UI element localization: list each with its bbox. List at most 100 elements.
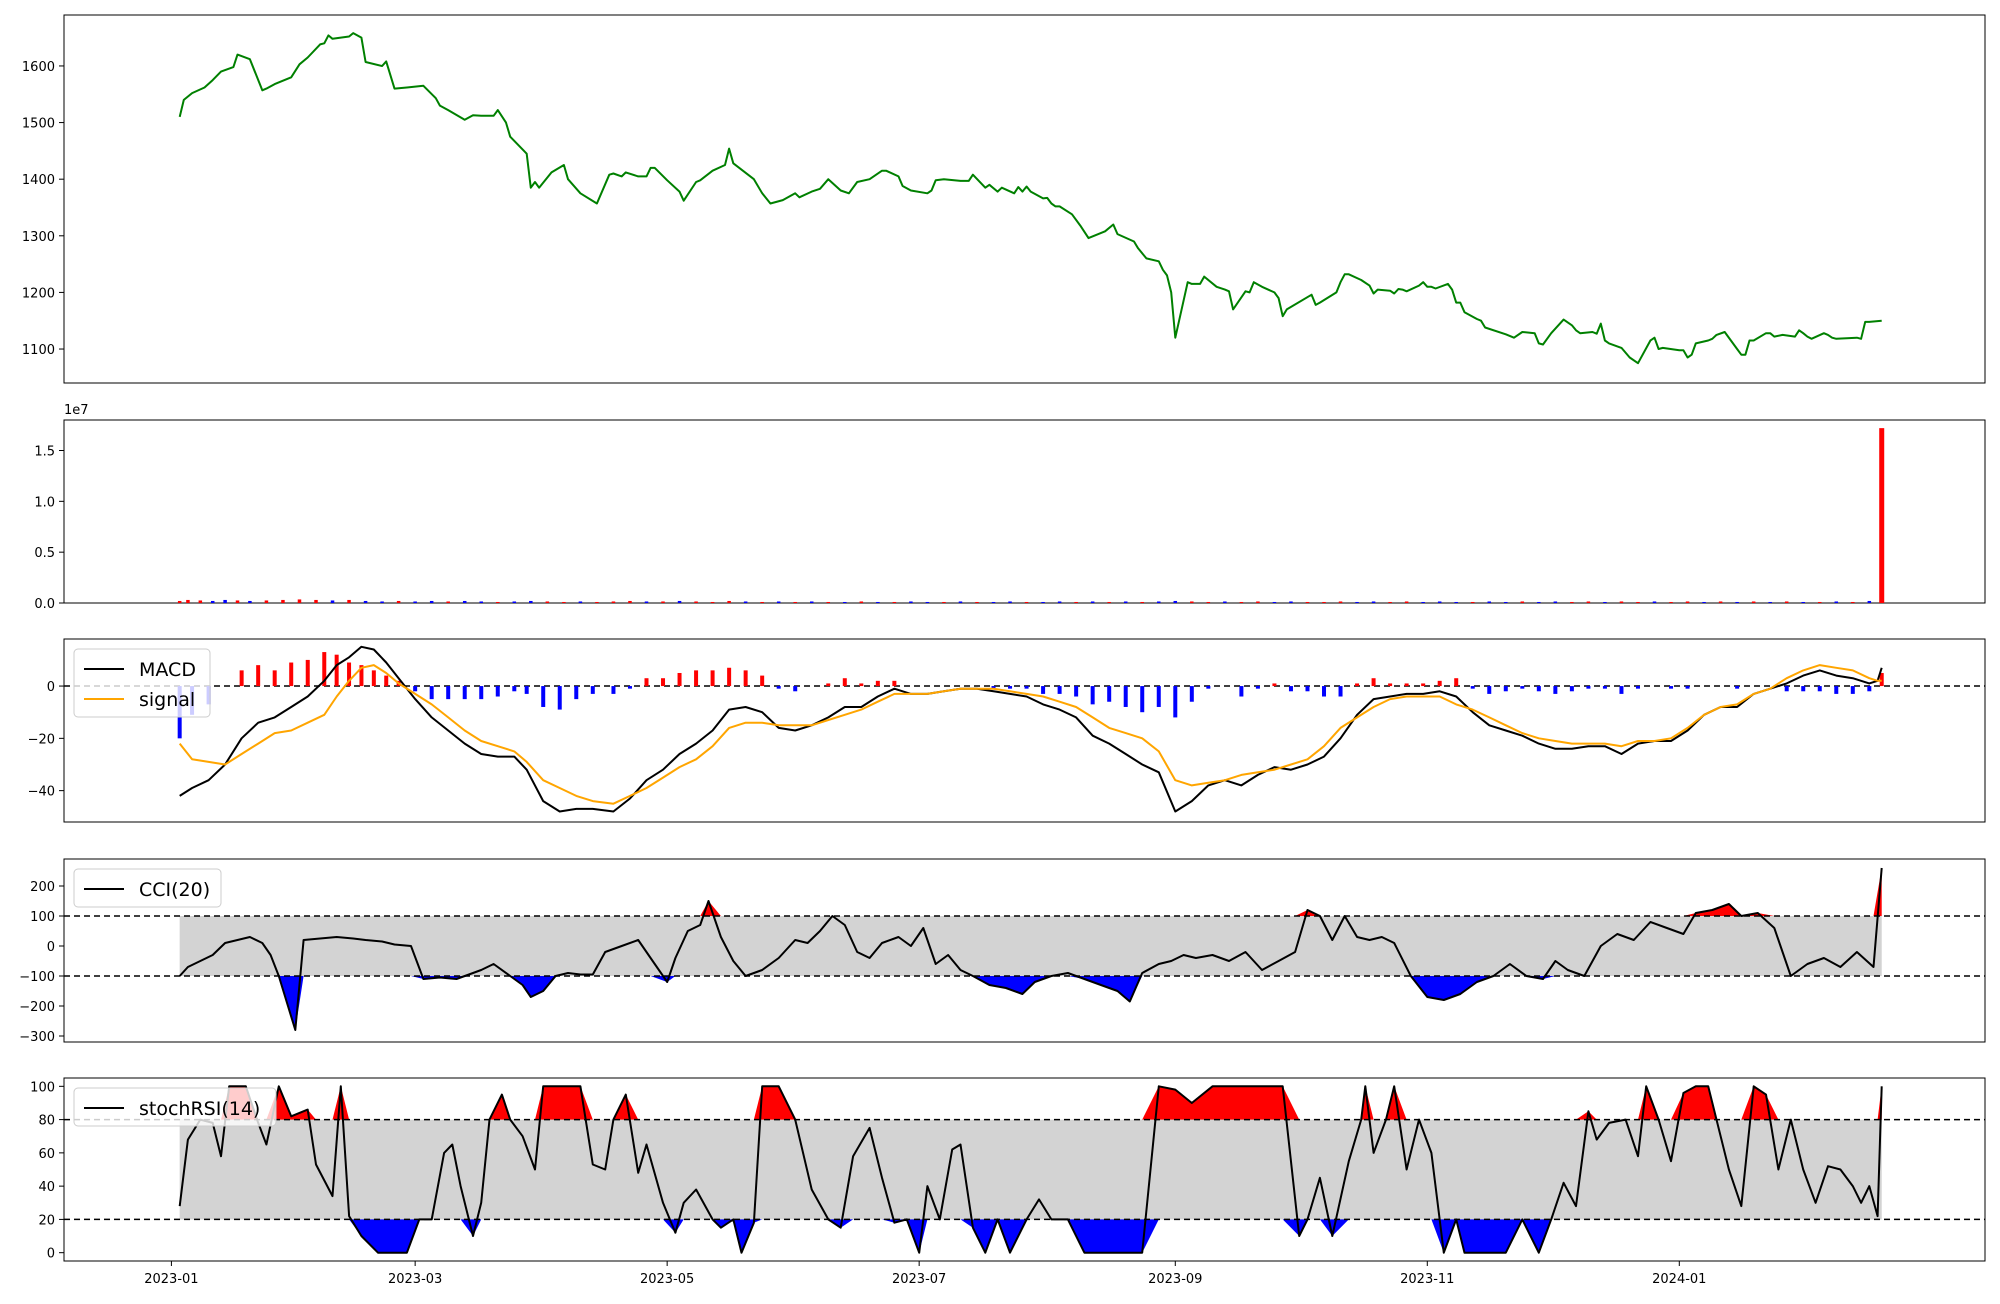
macd-histogram-bar — [1338, 686, 1343, 697]
volume-bar — [1801, 601, 1805, 603]
volume-bar — [1735, 601, 1739, 603]
volume-bar — [1404, 601, 1409, 603]
macd-histogram-bar — [892, 680, 897, 687]
volume-bar — [1851, 601, 1855, 603]
volume-bar — [512, 601, 517, 603]
volume-bar — [1553, 601, 1558, 603]
xtick-label: 2023-07 — [892, 1272, 946, 1287]
volume-bar — [223, 599, 227, 603]
volume-bar — [1487, 601, 1492, 603]
macd-histogram-bar — [1322, 686, 1327, 697]
panel-1-ytick-label: 1300 — [22, 230, 55, 245]
macd-histogram-bar — [1255, 686, 1260, 689]
macd-histogram-bar — [1090, 686, 1095, 705]
macd-histogram-bar — [1074, 686, 1079, 697]
volume-bar — [1768, 601, 1772, 603]
macd-histogram-bar — [347, 662, 352, 687]
macd-histogram-bar — [875, 680, 880, 687]
macd-histogram-bar — [1817, 686, 1822, 692]
volume-bar — [925, 601, 930, 603]
volume-bar — [710, 601, 715, 603]
macd-histogram-bar — [1024, 686, 1029, 689]
macd-histogram-bar — [1470, 686, 1475, 689]
volume-bar — [1784, 601, 1789, 603]
volume-bar — [1057, 601, 1062, 603]
macd-histogram-bar — [1206, 686, 1211, 689]
macd-histogram-bar — [1272, 683, 1277, 687]
volume-bar — [1008, 601, 1012, 603]
volume-bar — [1867, 600, 1872, 603]
macd-histogram-bar — [289, 662, 294, 687]
panel-1-ytick-label: 1500 — [22, 117, 55, 132]
volume-bar — [429, 600, 434, 603]
volume-bar — [1305, 601, 1310, 603]
macd-histogram-bar — [743, 670, 748, 687]
panel-4-ytick-label: 0 — [47, 940, 55, 955]
volume-bar — [186, 599, 190, 603]
macd-histogram-bar — [627, 686, 632, 689]
macd-histogram-bar — [371, 670, 376, 687]
macd-histogram-bar — [1850, 686, 1855, 694]
macd-histogram-bar — [1735, 686, 1740, 689]
macd-histogram-bar — [1669, 686, 1674, 689]
volume-bar — [793, 601, 797, 603]
panel-1-ytick-label: 1600 — [22, 60, 55, 75]
macd-histogram-bar — [239, 670, 244, 687]
volume-bar — [1140, 601, 1144, 603]
volume-bar — [248, 600, 252, 603]
macd-histogram-bar — [272, 670, 277, 687]
panel-3-ytick-label: 0 — [47, 680, 55, 695]
macd-histogram-bar — [793, 686, 798, 692]
volume-bar — [909, 601, 913, 603]
xtick-label: 2023-11 — [1400, 1272, 1454, 1287]
volume-bar — [760, 601, 764, 603]
macd-histogram-bar — [541, 686, 546, 707]
volume-bar — [1586, 601, 1591, 603]
volume-bar — [1652, 601, 1657, 603]
xtick-label: 2023-05 — [640, 1272, 694, 1287]
macd-histogram-bar — [495, 686, 500, 697]
macd-histogram-bar — [1008, 686, 1013, 689]
panel-5-ytick-label: 100 — [30, 1080, 55, 1095]
volume-bar — [1157, 601, 1161, 603]
volume-bar — [545, 601, 550, 603]
volume-bar — [727, 600, 731, 603]
volume-bar — [975, 601, 979, 603]
macd-histogram-bar — [1355, 683, 1360, 687]
cci-overbought-fill — [179, 868, 1882, 916]
panel-5-ytick-label: 20 — [38, 1213, 55, 1228]
cci-oversold-fill — [179, 976, 1882, 1030]
stochrsi-overbought-fill — [179, 1086, 1882, 1120]
macd-histogram-bar — [1867, 686, 1872, 692]
volume-bar — [1388, 601, 1392, 603]
volume-bar — [859, 601, 864, 603]
macd-histogram-bar — [446, 686, 451, 700]
macd-histogram-bar — [1173, 686, 1178, 718]
macd-histogram-bar — [1404, 683, 1409, 687]
volume-bar — [1520, 601, 1525, 603]
volume-bar — [1751, 601, 1756, 603]
panel-4-ytick-label: 200 — [30, 880, 55, 895]
macd-histogram-bar — [1635, 686, 1640, 689]
macd-histogram-bar — [1189, 686, 1194, 702]
panel-1-ytick-label: 1200 — [22, 286, 55, 301]
volume-bar — [479, 601, 483, 603]
panel-2-ytick-label: 1.0 — [34, 495, 55, 510]
volume-bar — [198, 600, 203, 603]
volume-bar — [743, 601, 748, 603]
volume-bar — [1173, 600, 1178, 603]
volume-bar — [776, 601, 781, 603]
xtick-label: 2024-01 — [1652, 1272, 1706, 1287]
volume-bar — [628, 600, 632, 603]
volume-bar — [1123, 601, 1128, 603]
volume-bar — [677, 600, 682, 603]
panel-5-ytick-label: 80 — [38, 1114, 55, 1129]
macd-histogram-bar — [574, 686, 579, 700]
macd-histogram-bar — [1784, 686, 1789, 692]
legend-label: MACD — [139, 659, 196, 681]
panel-5-ytick-label: 0 — [47, 1247, 55, 1262]
macd-histogram-bar — [305, 659, 310, 687]
macd-histogram-bar — [760, 675, 765, 687]
